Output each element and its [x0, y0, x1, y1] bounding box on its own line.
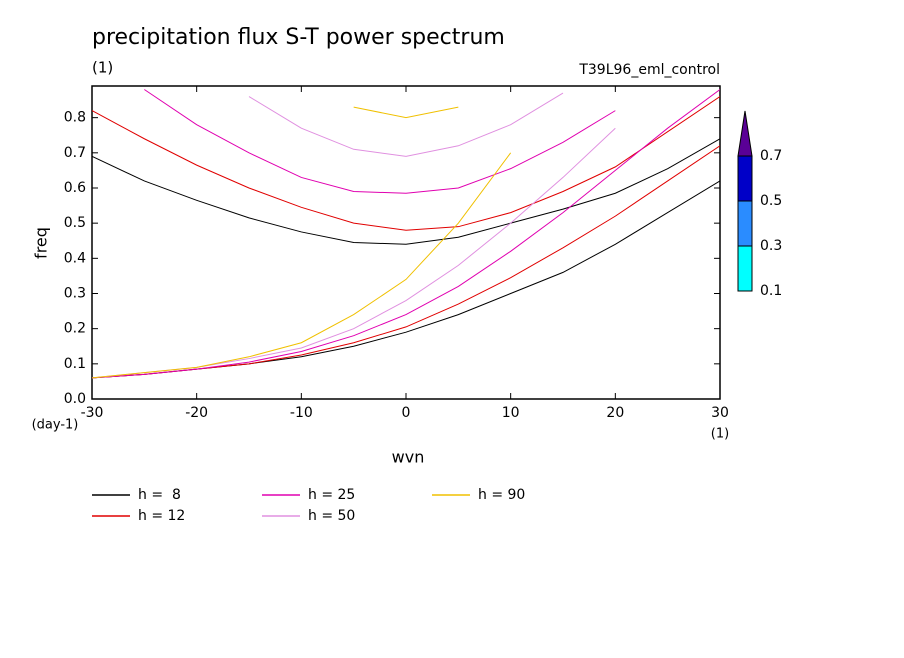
colorbar-box [737, 200, 753, 247]
colorbar-label: 0.1 [760, 283, 782, 299]
y-tick-label: 0.5 [64, 215, 86, 231]
x-tick-label: 0 [402, 405, 411, 421]
x-tick-label: -20 [185, 405, 208, 421]
y-tick-label: 0.0 [64, 391, 86, 407]
legend-label: h = 12 [138, 508, 185, 524]
x-tick-label: 10 [502, 405, 520, 421]
y-tick-label: 0.3 [64, 285, 86, 301]
curves [92, 89, 720, 379]
x-tick-label: -30 [81, 405, 104, 421]
dispersion-curve [92, 89, 720, 379]
x-tick-label: -10 [290, 405, 313, 421]
colorbar-label: 0.3 [760, 238, 782, 254]
legend-label: h = 25 [308, 487, 355, 503]
colorbar-label: 0.5 [760, 193, 782, 209]
x-tick-label: 30 [711, 405, 729, 421]
y-axis-label: freq [32, 227, 51, 259]
dispersion-curve [92, 127, 616, 379]
dispersion-curve [353, 106, 459, 119]
y-unit: (day-1) [32, 418, 79, 433]
x-tick-label: 20 [606, 405, 624, 421]
y-tick-label: 0.4 [64, 250, 86, 266]
y-tick-label: 0.2 [64, 321, 86, 337]
y-tick-label: 0.6 [64, 180, 86, 196]
x-axis-label: wvn [392, 448, 425, 467]
dispersion-curve [92, 152, 512, 379]
colorbar-extension [737, 110, 753, 157]
right-label: T39L96_eml_control [578, 62, 720, 78]
legend-label: h = 90 [478, 487, 525, 503]
y-tick-label: 0.8 [64, 110, 86, 126]
dispersion-curve [92, 96, 720, 231]
x-unit: (1) [711, 427, 729, 442]
legend-label: h = 50 [308, 508, 355, 524]
colorbar-box [737, 155, 753, 202]
y-tick-label: 0.7 [64, 145, 86, 161]
dispersion-curve [248, 92, 564, 157]
y-tick-label: 0.1 [64, 356, 86, 372]
dispersion-curve [144, 89, 616, 194]
plot-frame [91, 85, 721, 400]
subtitle: (1) [92, 59, 113, 77]
legend-label: h = 8 [138, 487, 181, 503]
chart-title: precipitation flux S-T power spectrum [92, 25, 505, 50]
colorbar-label: 0.7 [760, 148, 782, 164]
dispersion-curve [92, 145, 720, 379]
colorbar-box [737, 245, 753, 292]
dispersion-curve [92, 138, 720, 245]
